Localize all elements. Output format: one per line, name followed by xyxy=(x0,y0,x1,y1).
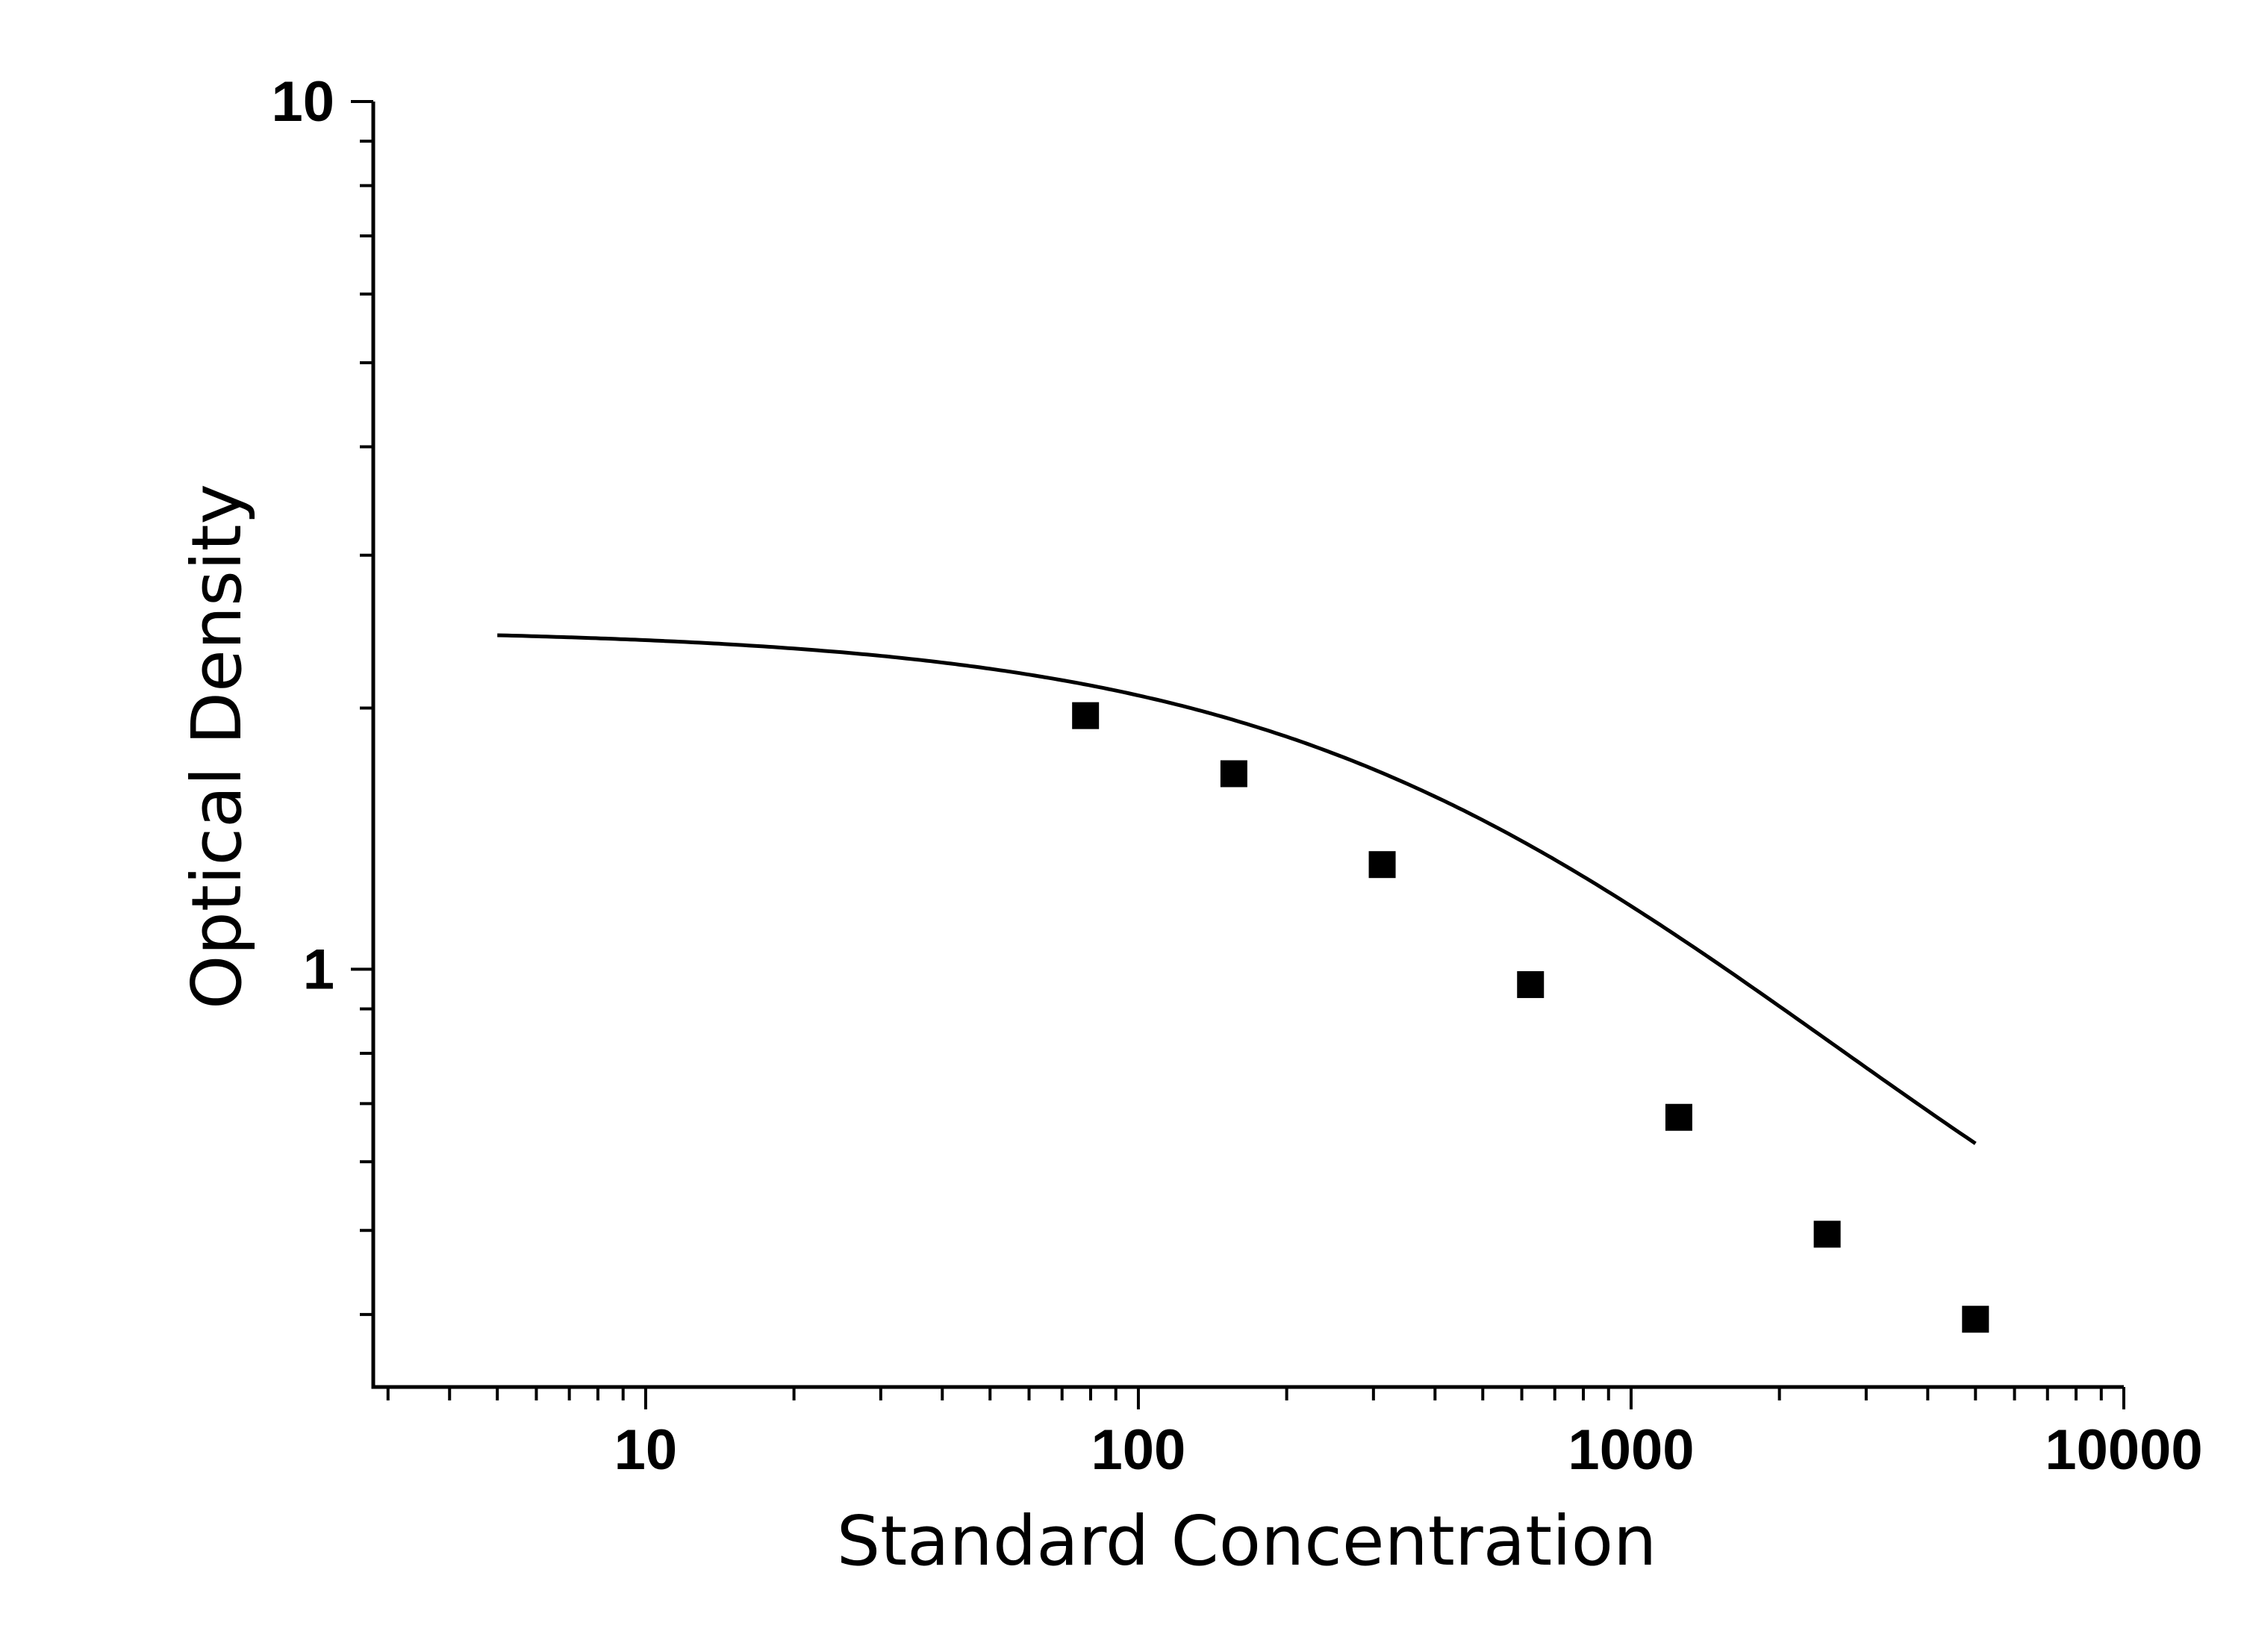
fit-curve-line xyxy=(497,633,1977,1145)
x-axis-title: Standard Concentration xyxy=(837,1501,1657,1581)
x-tick-label: 10 xyxy=(614,1418,678,1482)
data-points xyxy=(1072,702,1989,1333)
x-tick-label: 1000 xyxy=(1568,1418,1694,1482)
tick-labels: 10 100 1000 10000 1 10 xyxy=(271,70,2202,1482)
data-point xyxy=(1517,970,1545,998)
data-point xyxy=(1368,851,1396,879)
fit-curve-layer xyxy=(497,633,1977,1145)
data-point xyxy=(1813,1221,1841,1248)
data-point xyxy=(1665,1103,1692,1131)
data-point xyxy=(1072,702,1100,729)
y-tick-label: 10 xyxy=(271,70,334,134)
y-tick-label: 1 xyxy=(303,938,334,1001)
data-point xyxy=(1962,1306,1989,1333)
x-tick-label: 100 xyxy=(1091,1418,1186,1482)
axes xyxy=(351,100,2125,1409)
y-axis-title: Optical Density xyxy=(177,484,257,1009)
x-tick-label: 10000 xyxy=(2045,1418,2202,1482)
data-point xyxy=(1220,760,1247,788)
